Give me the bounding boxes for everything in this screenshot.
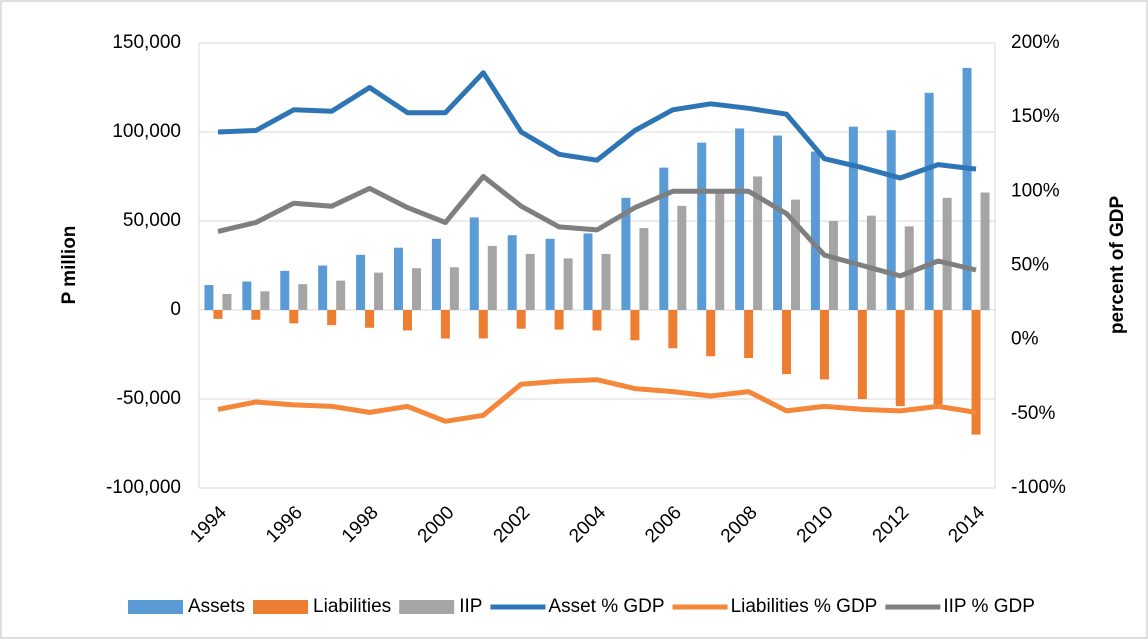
bar [904,226,914,310]
y2-tick-label: 100% [1011,180,1060,201]
bar [621,197,631,310]
bar [440,310,450,339]
bar [507,235,517,310]
bar [554,310,564,330]
bar [242,281,252,310]
bar [848,126,858,310]
bar [895,310,905,407]
bar [449,267,459,310]
legend-swatch [399,600,455,614]
bar [525,253,535,310]
y-tick-label: 50,000 [123,210,181,231]
bar [516,310,526,329]
bar [365,310,375,328]
bar [886,130,896,310]
y2-tick-label: 200% [1011,32,1060,53]
y-tick-label: 150,000 [112,32,181,53]
bar [280,270,290,310]
bar [980,192,990,310]
legend-label: Liabilities % GDP [731,596,878,617]
bar [563,258,573,310]
bar [857,310,867,399]
bar [659,167,669,310]
legend-swatch [253,600,309,614]
bar [431,238,441,310]
bar [260,291,270,310]
bar [478,310,488,339]
legend-label: IIP % GDP [943,596,1035,617]
y2-tick-label: -100% [1011,477,1066,498]
bar [411,268,421,310]
y2-tick-label: -50% [1011,403,1055,424]
y2-axis-title: percent of GDP [1107,196,1128,335]
bar [866,215,876,310]
bar [697,142,707,310]
bar [213,310,223,319]
bar [668,310,678,349]
bar [715,188,725,310]
bar [744,310,754,359]
bar [251,310,261,320]
y2-tick-label: 50% [1011,255,1049,276]
bar [545,238,555,310]
bar [753,176,763,310]
bar [933,310,943,405]
y-tick-label: -50,000 [117,388,181,409]
bar [204,285,214,310]
legend-label: Liabilities [313,596,391,617]
bar [356,254,366,310]
bar [962,67,972,310]
bar [289,310,299,324]
bar [318,265,328,310]
bar [583,233,593,310]
legend-label: Assets [188,596,245,617]
bar [298,284,308,310]
y-tick-label: -100,000 [106,477,181,498]
bar [469,217,479,310]
bar [336,280,346,310]
bar [374,272,384,310]
bar [735,128,745,310]
line-series [217,70,977,181]
legend-swatch [128,600,183,614]
bar [677,205,687,310]
line-series [217,377,977,424]
bar [791,199,801,310]
bar [942,197,952,310]
bar [487,245,497,310]
bar [828,221,838,310]
y-axis-title: P million [59,226,80,305]
y2-tick-label: 150% [1011,106,1060,127]
bar [592,310,602,331]
bar [393,247,403,310]
bar [639,228,649,310]
bar [601,253,611,310]
bar [706,310,716,357]
bar [327,310,337,326]
bar [630,310,640,341]
bar [971,310,981,435]
y2-tick-label: 0% [1011,329,1039,350]
bar [819,310,829,380]
bar [810,151,820,310]
y-tick-label: 0 [170,299,181,320]
bar [402,310,412,331]
y-tick-label: 100,000 [112,121,181,142]
bar [773,135,783,310]
line-series [217,174,977,279]
bar [782,310,792,375]
bar [924,92,934,310]
legend-label: Asset % GDP [548,596,664,617]
legend-label: IIP [459,596,482,617]
bar [222,293,232,310]
